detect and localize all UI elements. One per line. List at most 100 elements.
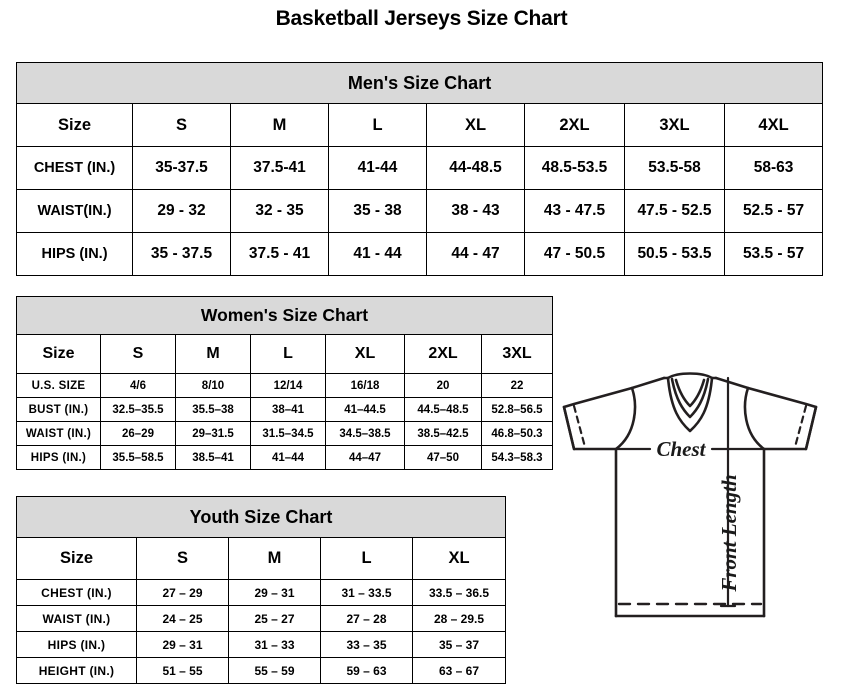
table-row: U.S. SIZE 4/6 8/10 12/14 16/18 20 22 [16,373,553,398]
youth-chest-xl: 33.5 – 36.5 [411,579,507,606]
womens-hips-3xl: 54.3–58.3 [481,445,553,470]
womens-size-chart-table: Women's Size Chart Size S M L XL 2XL 3XL… [16,296,553,470]
womens-row-label-hips: HIPS (IN.) [16,445,101,470]
womens-hips-m: 38.5–41 [175,445,251,470]
youth-height-l: 59 – 63 [320,657,413,684]
youth-col-header-s: S [136,537,229,580]
mens-chest-l: 41-44 [328,146,427,190]
mens-row-label-hips: HIPS (IN.) [16,232,133,276]
mens-hips-l: 41 - 44 [328,232,427,276]
womens-col-header-2xl: 2XL [404,334,482,374]
womens-bust-xl: 41–44.5 [325,397,405,422]
table-row: HIPS (IN.) 29 – 31 31 – 33 33 – 35 35 – … [16,631,507,658]
womens-waist-3xl: 46.8–50.3 [481,421,553,446]
mens-chest-2xl: 48.5-53.5 [524,146,625,190]
womens-col-header-size: Size [16,334,101,374]
mens-waist-s: 29 - 32 [132,189,231,233]
youth-hips-l: 33 – 35 [320,631,413,658]
youth-hips-m: 31 – 33 [228,631,321,658]
jersey-measurement-diagram: Chest Front Length [540,348,840,666]
womens-ussize-m: 8/10 [175,373,251,398]
youth-chest-l: 31 – 33.5 [320,579,413,606]
youth-chest-s: 27 – 29 [136,579,229,606]
mens-chest-s: 35-37.5 [132,146,231,190]
womens-waist-l: 31.5–34.5 [250,421,326,446]
mens-chest-3xl: 53.5-58 [624,146,725,190]
mens-row-label-chest: CHEST (IN.) [16,146,133,190]
youth-chart-caption: Youth Size Chart [15,496,507,538]
table-row: CHEST (IN.) 27 – 29 29 – 31 31 – 33.5 33… [16,579,507,606]
womens-bust-s: 32.5–35.5 [100,397,176,422]
mens-col-header-2xl: 2XL [524,103,625,147]
mens-hips-xl: 44 - 47 [426,232,525,276]
table-row: BUST (IN.) 32.5–35.5 35.5–38 38–41 41–44… [16,397,553,422]
mens-col-header-m: M [230,103,329,147]
mens-row-label-waist: WAIST(IN.) [16,189,133,233]
mens-waist-xl: 38 - 43 [426,189,525,233]
mens-hips-m: 37.5 - 41 [230,232,329,276]
mens-chest-4xl: 58-63 [723,146,824,190]
youth-caption-row: Youth Size Chart [15,496,507,538]
mens-col-header-4xl: 4XL [723,103,824,147]
youth-hips-s: 29 – 31 [136,631,229,658]
womens-hips-s: 35.5–58.5 [100,445,176,470]
womens-col-header-l: L [250,334,326,374]
table-row: CHEST (IN.) 35-37.5 37.5-41 41-44 44-48.… [16,146,824,190]
page-title: Basketball Jerseys Size Chart [275,7,568,30]
youth-header-row: Size S M L XL [16,537,507,580]
mens-waist-3xl: 47.5 - 52.5 [624,189,725,233]
table-row: HEIGHT (IN.) 51 – 55 55 – 59 59 – 63 63 … [16,657,507,684]
womens-ussize-xl: 16/18 [325,373,405,398]
youth-col-header-size: Size [16,537,137,580]
womens-col-header-3xl: 3XL [481,334,553,374]
mens-col-header-s: S [132,103,231,147]
womens-row-label-bust: BUST (IN.) [16,397,101,422]
chest-measurement-label: Chest [656,437,706,461]
womens-chart-caption: Women's Size Chart [16,296,553,335]
table-row: WAIST(IN.) 29 - 32 32 - 35 35 - 38 38 - … [16,189,824,233]
youth-row-label-height: HEIGHT (IN.) [16,657,137,684]
womens-ussize-s: 4/6 [100,373,176,398]
youth-size-chart-table: Youth Size Chart Size S M L XL CHEST (IN… [15,496,507,684]
youth-row-label-chest: CHEST (IN.) [16,579,137,606]
womens-waist-2xl: 38.5–42.5 [404,421,482,446]
table-row: WAIST (IN.) 26–29 29–31.5 31.5–34.5 34.5… [16,421,553,446]
mens-waist-m: 32 - 35 [230,189,329,233]
front-length-measurement-label: Front Length [717,474,741,592]
womens-hips-2xl: 47–50 [404,445,482,470]
youth-waist-xl: 28 – 29.5 [411,605,507,632]
womens-col-header-s: S [100,334,176,374]
youth-chest-m: 29 – 31 [228,579,321,606]
womens-ussize-3xl: 22 [481,373,553,398]
youth-height-s: 51 – 55 [136,657,229,684]
mens-size-chart-table: Men's Size Chart Size S M L XL 2XL 3XL 4… [15,62,824,276]
youth-col-header-xl: XL [411,537,507,580]
mens-col-header-size: Size [16,103,133,147]
mens-caption-row: Men's Size Chart [15,62,824,104]
youth-height-m: 55 – 59 [228,657,321,684]
womens-hips-xl: 44–47 [325,445,405,470]
womens-bust-m: 35.5–38 [175,397,251,422]
mens-col-header-xl: XL [426,103,525,147]
mens-chest-m: 37.5-41 [230,146,329,190]
mens-hips-4xl: 53.5 - 57 [723,232,824,276]
mens-col-header-l: L [328,103,427,147]
mens-hips-2xl: 47 - 50.5 [524,232,625,276]
youth-row-label-waist: WAIST (IN.) [16,605,137,632]
mens-col-header-3xl: 3XL [624,103,725,147]
table-row: HIPS (IN.) 35.5–58.5 38.5–41 41–44 44–47… [16,445,553,470]
womens-caption-row: Women's Size Chart [16,296,553,335]
womens-col-header-xl: XL [325,334,405,374]
womens-waist-s: 26–29 [100,421,176,446]
womens-hips-l: 41–44 [250,445,326,470]
youth-waist-l: 27 – 28 [320,605,413,632]
youth-waist-s: 24 – 25 [136,605,229,632]
mens-hips-3xl: 50.5 - 53.5 [624,232,725,276]
mens-waist-4xl: 52.5 - 57 [723,189,824,233]
youth-hips-xl: 35 – 37 [411,631,507,658]
womens-ussize-l: 12/14 [250,373,326,398]
womens-waist-m: 29–31.5 [175,421,251,446]
womens-col-header-m: M [175,334,251,374]
mens-waist-l: 35 - 38 [328,189,427,233]
youth-height-xl: 63 – 67 [411,657,507,684]
